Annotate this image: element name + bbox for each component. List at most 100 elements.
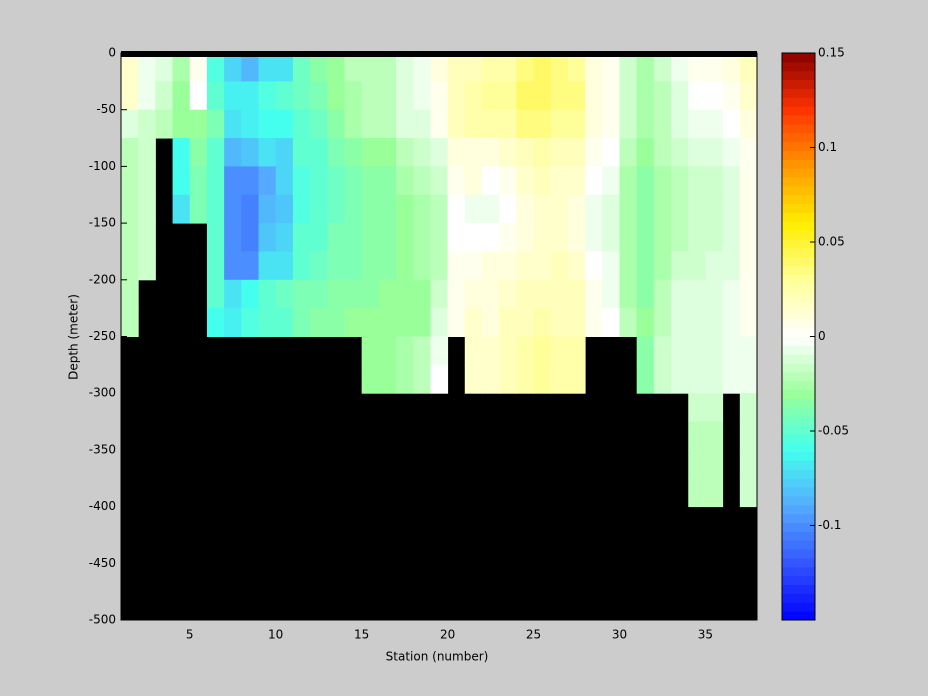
- cell: [722, 138, 741, 167]
- cell: [499, 166, 517, 196]
- cell: [653, 308, 672, 337]
- cell: [705, 449, 724, 479]
- cell: [344, 251, 363, 281]
- colorbar-swatch: [782, 487, 815, 497]
- cell: [533, 53, 552, 82]
- cell: [567, 364, 586, 394]
- cell: [241, 251, 260, 281]
- cell: [602, 109, 620, 139]
- cell: [206, 166, 225, 196]
- cell: [671, 336, 689, 366]
- cell: [619, 166, 638, 196]
- cell: [533, 251, 552, 281]
- cell: [619, 223, 638, 252]
- cell: [671, 364, 689, 394]
- y-axis-label: Depth (meter): [67, 294, 81, 380]
- colorbar-swatch: [782, 194, 815, 205]
- cell: [224, 81, 242, 111]
- cell: [344, 138, 363, 167]
- cell: [361, 53, 380, 82]
- cell: [327, 223, 345, 252]
- cell: [533, 364, 552, 394]
- cell: [671, 109, 689, 139]
- colorbar-tick-label: 0: [818, 329, 826, 343]
- cell: [378, 251, 397, 281]
- cell: [567, 308, 586, 337]
- y-tick-label: -150: [89, 216, 116, 230]
- cell: [516, 166, 535, 196]
- cell: [585, 223, 603, 252]
- x-tick-label: 20: [440, 628, 455, 642]
- cell: [464, 364, 483, 394]
- cell: [619, 109, 638, 139]
- colorbar-swatch: [782, 203, 815, 213]
- cell: [275, 166, 294, 196]
- cell: [121, 308, 139, 337]
- colorbar-swatch: [782, 602, 815, 612]
- cell: [327, 109, 345, 139]
- cell: [327, 251, 345, 281]
- colorbar-swatch: [782, 53, 815, 63]
- cell: [189, 109, 208, 139]
- cell: [499, 308, 517, 337]
- y-tick-label: -400: [89, 499, 116, 513]
- cell: [481, 336, 500, 366]
- cell: [344, 223, 363, 252]
- cell: [739, 194, 758, 224]
- colorbar: -0.1 -0.05 0 0.05 0.1 0.15: [781, 46, 849, 621]
- cell: [722, 109, 741, 139]
- cell: [121, 251, 139, 281]
- cell: [138, 223, 156, 252]
- cell: [138, 53, 156, 82]
- cell: [275, 308, 294, 337]
- colorbar-swatch: [782, 540, 815, 550]
- colorbar-swatch: [782, 442, 815, 453]
- cell: [344, 279, 363, 309]
- cell: [567, 138, 586, 167]
- cell: [636, 279, 655, 309]
- colorbar-swatch: [782, 106, 815, 116]
- cell: [447, 166, 466, 196]
- cell: [413, 109, 431, 139]
- cell: [121, 223, 139, 252]
- colorbar-swatch: [782, 221, 815, 231]
- cell: [447, 308, 466, 337]
- cell: [550, 223, 569, 252]
- cell: [722, 223, 741, 252]
- cell: [378, 194, 397, 224]
- cell: [585, 308, 603, 337]
- cell: [533, 138, 552, 167]
- cell: [241, 194, 260, 224]
- cell: [361, 336, 380, 366]
- cell: [567, 166, 586, 196]
- axes-top-edge: [121, 51, 757, 57]
- cell: [292, 81, 311, 111]
- cell: [602, 194, 620, 224]
- y-tick-label: 0: [108, 46, 116, 60]
- cell: [172, 53, 191, 82]
- cell: [585, 279, 603, 309]
- cell: [430, 308, 449, 337]
- y-tick-label: -250: [89, 329, 116, 343]
- cell: [292, 138, 311, 167]
- cell: [361, 364, 380, 394]
- cell: [567, 53, 586, 82]
- cell: [705, 393, 724, 423]
- cell: [241, 109, 260, 139]
- cell: [258, 308, 277, 337]
- cell: [671, 251, 689, 281]
- x-tick-label: 25: [526, 628, 541, 642]
- cell: [224, 251, 242, 281]
- colorbar-swatch: [782, 380, 815, 391]
- cell: [739, 109, 758, 139]
- colorbar-swatch: [782, 88, 815, 98]
- cell: [636, 194, 655, 224]
- cell: [602, 53, 620, 82]
- cell: [533, 166, 552, 196]
- cell: [636, 364, 655, 394]
- cell: [292, 308, 311, 337]
- cell: [155, 81, 174, 111]
- cell: [516, 364, 535, 394]
- cell: [464, 194, 483, 224]
- cell: [567, 279, 586, 309]
